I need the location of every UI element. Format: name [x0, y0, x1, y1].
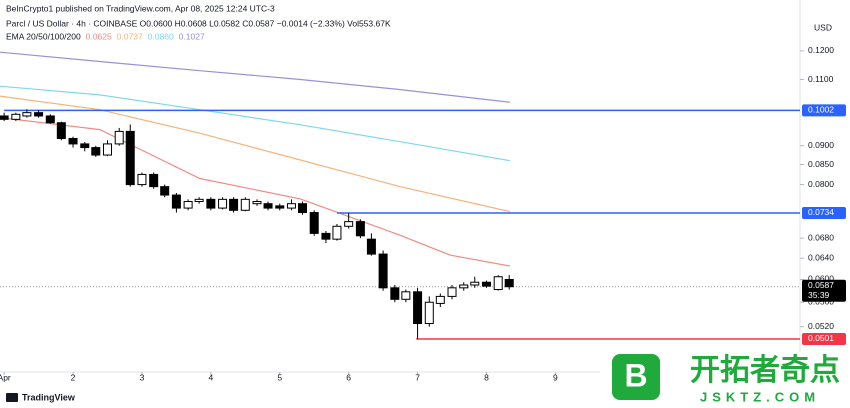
- candle-body: [171, 194, 181, 209]
- countdown: 35:39: [808, 290, 830, 300]
- ema-line: [0, 51, 510, 103]
- candle-body: [401, 291, 411, 300]
- candle-body: [137, 173, 147, 186]
- candle-body: [183, 201, 193, 209]
- candle-body: [504, 278, 514, 288]
- x-tick-label: 7: [415, 372, 420, 382]
- indicator-label: EMA 20/50/100/200: [6, 31, 81, 41]
- candle-body: [447, 287, 457, 297]
- y-tick-label: 0.0680: [808, 232, 834, 242]
- last-price-label: 0.0587: [808, 280, 834, 290]
- indicator-value: 0.0625: [86, 31, 112, 41]
- y-tick-label: 0.0800: [808, 179, 834, 189]
- ema-line: [0, 85, 511, 162]
- candle-body: [286, 203, 296, 209]
- candle-body: [470, 281, 480, 286]
- y-tick-label: 0.0850: [808, 159, 834, 169]
- x-tick-label: 2: [71, 372, 76, 382]
- level-badge: [802, 104, 846, 117]
- level-badge: [802, 206, 846, 219]
- x-tick-label: Apr: [0, 372, 11, 382]
- candle-body: [275, 205, 285, 209]
- candle-body: [218, 198, 228, 209]
- candle-body: [355, 221, 365, 237]
- x-tick-label: 6: [346, 372, 351, 382]
- candle-body: [459, 284, 469, 289]
- candle-body: [309, 212, 319, 234]
- level-badge: [802, 332, 846, 345]
- candle-body: [11, 113, 21, 120]
- candle-body: [378, 253, 388, 289]
- candle-body: [390, 287, 400, 300]
- candle-body: [493, 276, 503, 291]
- last-price-badge: [802, 279, 846, 302]
- candle-body: [125, 130, 135, 186]
- x-tick-label: 3: [140, 372, 145, 382]
- candle-body: [114, 130, 124, 145]
- ema-line: [0, 117, 511, 267]
- candle-body: [252, 201, 262, 205]
- x-tick-label: 4: [208, 372, 213, 382]
- candle-body: [149, 173, 159, 188]
- candle-body: [56, 122, 66, 139]
- candle-body: [194, 198, 204, 203]
- x-tick-label: 5: [277, 372, 282, 382]
- candle-body: [22, 112, 32, 117]
- y-tick-label: 0.0900: [808, 140, 834, 150]
- candle-body: [229, 198, 239, 211]
- candle-body: [68, 137, 78, 145]
- candle-body: [413, 291, 423, 325]
- ema-line: [0, 95, 511, 213]
- candle-body: [321, 232, 331, 240]
- candle-body: [102, 143, 112, 156]
- candle-body: [366, 238, 376, 255]
- tv-icon: [6, 393, 18, 402]
- y-tick-label: 0.0520: [808, 321, 834, 331]
- level-label: 0.1002: [808, 105, 834, 115]
- candle-body: [160, 186, 170, 196]
- publisher: BeInCrypto1 published on TradingView.com…: [6, 3, 275, 13]
- watermark: B 开拓者奇点 JSKTZ.COM: [600, 352, 850, 408]
- candle-body: [344, 221, 354, 227]
- watermark-en: JSKTZ.COM: [700, 389, 820, 404]
- candle-body: [263, 203, 273, 209]
- y-tick-label: 0.1200: [808, 45, 834, 55]
- x-tick-label: 9: [553, 372, 558, 382]
- y-tick-label: 0.1100: [808, 74, 834, 84]
- candle-body: [206, 198, 216, 209]
- candle-body: [0, 115, 9, 120]
- candle-body: [240, 198, 250, 211]
- tv-logo: TradingView: [6, 392, 76, 402]
- candle-body: [80, 143, 90, 149]
- indicator-value: 0.0860: [148, 31, 174, 41]
- plot-area: [0, 51, 800, 340]
- indicator-value: 0.0737: [117, 31, 143, 41]
- candle-body: [34, 112, 44, 117]
- candle-body: [45, 115, 55, 124]
- level-label: 0.0501: [808, 333, 834, 343]
- currency: USD: [814, 22, 832, 32]
- watermark-cn: 开拓者奇点: [690, 354, 840, 387]
- candle-body: [481, 281, 491, 287]
- watermark-icon: B: [624, 357, 647, 393]
- x-tick-label: 8: [484, 372, 489, 382]
- candle-body: [332, 225, 342, 240]
- candle-body: [424, 301, 434, 325]
- tv-brand: TradingView: [22, 392, 76, 402]
- symbol-line: Parcl / US Dollar · 4h · COINBASE O0.060…: [6, 18, 391, 28]
- indicator-value: 0.1027: [179, 31, 205, 41]
- y-tick-label: 0.0640: [808, 252, 834, 262]
- candle-body: [91, 147, 101, 156]
- candle-body: [435, 295, 445, 304]
- candle-body: [297, 203, 307, 214]
- watermark-logo: [612, 354, 660, 400]
- y-tick-label: 0.0600: [808, 274, 834, 284]
- level-label: 0.0734: [808, 207, 834, 217]
